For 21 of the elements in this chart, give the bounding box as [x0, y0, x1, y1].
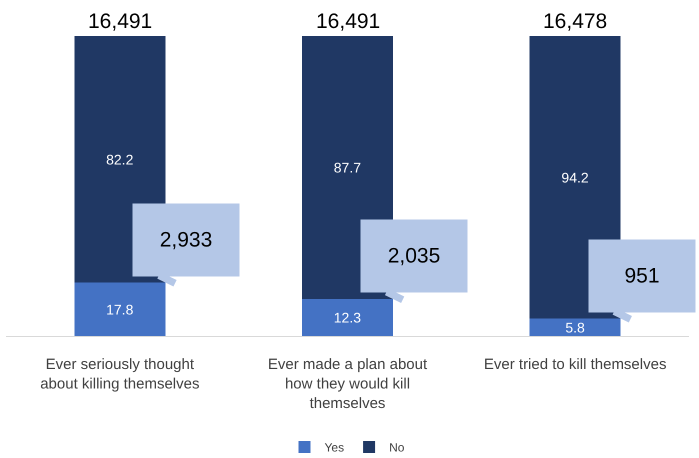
data-label: 12.3: [334, 310, 362, 326]
bar: [302, 299, 394, 336]
data-label: 82.2: [106, 151, 134, 168]
annotation: 16,491: [88, 10, 152, 33]
x-tick-label: Ever seriously thought about killing themselves: [40, 356, 200, 392]
data-label: 87.7: [334, 160, 362, 176]
bar: [530, 36, 621, 319]
data-label: 94.2: [561, 169, 589, 186]
bar: [74, 282, 166, 336]
data-label: 17.8: [106, 301, 134, 318]
legend-label: Yes: [324, 440, 344, 455]
x-tick-label: Ever tried to kill themselves: [484, 356, 666, 373]
annotation: 2,933: [160, 228, 212, 252]
data-label: 5.8: [565, 319, 586, 336]
legend-label: No: [389, 440, 405, 455]
bar: [530, 318, 621, 336]
annotation: 16,491: [316, 10, 380, 33]
annotation: 16,478: [543, 10, 608, 33]
annotation: 2,035: [388, 244, 440, 268]
x-tick-label: Ever made a plan about how they would kill themselves: [268, 356, 428, 412]
annotation: 951: [624, 264, 660, 288]
